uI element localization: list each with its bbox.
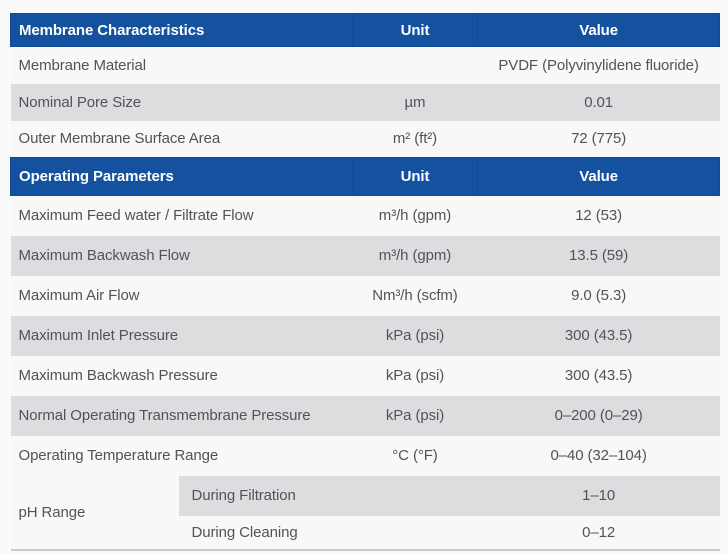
membrane-spec-table: Membrane Characteristics Unit Value Memb… [10, 13, 720, 551]
row-name: During Cleaning [178, 515, 478, 550]
row-value: 0.01 [477, 83, 720, 121]
section-header-operating-parameters: Operating Parameters Unit Value [10, 157, 720, 196]
row-name: Maximum Inlet Pressure [10, 315, 353, 356]
table-row: Outer Membrane Surface Area m² (ft²) 72 … [10, 120, 720, 158]
table-row: Normal Operating Transmembrane Pressure … [10, 395, 720, 436]
row-unit: kPa (psi) [352, 395, 478, 436]
row-name: Operating Temperature Range [10, 435, 353, 476]
row-unit: m² (ft²) [352, 120, 478, 158]
section-header-membrane-characteristics: Membrane Characteristics Unit Value [10, 13, 720, 47]
row-name: Outer Membrane Surface Area [10, 120, 353, 158]
row-unit: Nm³/h (scfm) [352, 275, 478, 316]
ph-range-label: pH Range [10, 475, 179, 550]
table-row: Maximum Backwash Flow m³/h (gpm) 13.5 (5… [10, 235, 720, 276]
row-unit: °C (°F) [352, 435, 478, 476]
table-row: During Cleaning 0–12 [11, 515, 720, 550]
table-row: Maximum Air Flow Nm³/h (scfm) 9.0 (5.3) [10, 275, 720, 316]
row-value: 0–40 (32–104) [477, 435, 720, 476]
table-row: Membrane Material PVDF (Polyvinylidene f… [10, 46, 720, 84]
row-value: 72 (775) [477, 120, 720, 158]
column-header-unit: Unit [351, 13, 479, 47]
row-value: 0–200 (0–29) [477, 395, 720, 436]
row-unit: m³/h (gpm) [352, 235, 478, 276]
row-unit: kPa (psi) [352, 315, 478, 356]
row-name: Maximum Backwash Flow [10, 235, 353, 276]
table-row: pH Range During Filtration 1–10 [10, 475, 720, 550]
column-header-unit: Unit [351, 157, 479, 196]
row-value: 1–10 [477, 475, 720, 516]
row-value: 13.5 (59) [477, 235, 720, 276]
row-value: PVDF (Polyvinylidene fluoride) [477, 46, 720, 84]
row-value: 300 (43.5) [477, 315, 720, 356]
row-unit: m³/h (gpm) [352, 195, 478, 236]
row-unit: µm [352, 83, 478, 121]
table-row: Maximum Inlet Pressure kPa (psi) 300 (43… [10, 315, 720, 356]
row-name: Maximum Backwash Pressure [10, 355, 353, 396]
row-unit [352, 46, 478, 84]
row-value: 12 (53) [477, 195, 720, 236]
row-name: Membrane Material [10, 46, 353, 84]
row-value: 9.0 (5.3) [477, 275, 720, 316]
column-header-value: Value [477, 157, 720, 196]
row-name: Maximum Feed water / Filtrate Flow [10, 195, 353, 236]
row-value: 300 (43.5) [477, 355, 720, 396]
row-name: Normal Operating Transmembrane Pressure [10, 395, 353, 436]
table-row: Maximum Feed water / Filtrate Flow m³/h … [10, 195, 720, 236]
table-row: Maximum Backwash Pressure kPa (psi) 300 … [10, 355, 720, 396]
row-name: Maximum Air Flow [10, 275, 353, 316]
row-name: Nominal Pore Size [10, 83, 353, 121]
row-unit: kPa (psi) [352, 355, 478, 396]
section-title: Membrane Characteristics [10, 13, 353, 47]
row-value: 0–12 [477, 515, 720, 550]
column-header-value: Value [477, 13, 720, 47]
table-row: Nominal Pore Size µm 0.01 [10, 83, 720, 121]
section-title: Operating Parameters [10, 157, 353, 196]
table-row: Operating Temperature Range °C (°F) 0–40… [10, 435, 720, 476]
row-name: During Filtration [178, 475, 478, 516]
